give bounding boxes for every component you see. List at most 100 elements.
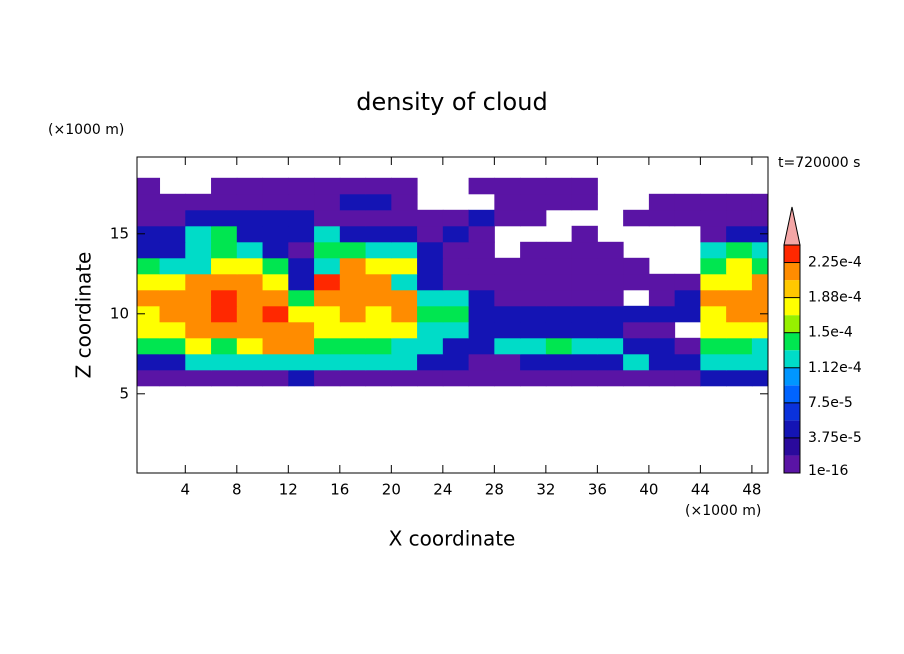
- contour-cell: [545, 337, 573, 355]
- contour-cell: [314, 177, 341, 195]
- colorbar-label: 1.88e-4: [808, 290, 862, 306]
- x-tick-label: 44: [691, 481, 710, 499]
- contour-cell: [726, 241, 753, 259]
- contour-cell: [648, 305, 676, 323]
- contour-cell: [236, 257, 264, 275]
- contour-cell: [623, 369, 650, 387]
- contour-cell: [726, 193, 753, 211]
- contour-cell: [288, 353, 315, 371]
- contour-cell: [545, 369, 573, 387]
- contour-cell: [648, 273, 676, 291]
- contour-cell: [571, 225, 598, 243]
- contour-cell: [391, 369, 418, 387]
- contour-cell: [751, 369, 768, 387]
- contour-cell: [137, 321, 161, 339]
- y-tick-label: 15: [110, 224, 129, 242]
- contour-cell: [597, 305, 624, 323]
- contour-cell: [159, 305, 186, 323]
- contour-cell: [391, 353, 418, 371]
- contour-cell: [494, 273, 521, 291]
- x-tick-label: 20: [382, 481, 401, 499]
- contour-cell: [571, 257, 598, 275]
- contour-cell: [468, 209, 495, 227]
- contour-cell: [262, 353, 289, 371]
- contour-cell: [262, 321, 289, 339]
- contour-cell: [211, 273, 238, 291]
- contour-cell: [137, 353, 161, 371]
- contour-cell: [545, 321, 573, 339]
- contour-cell: [520, 289, 547, 307]
- colorbar-band: [784, 350, 800, 368]
- contour-cell: [262, 369, 289, 387]
- contour-cell: [597, 337, 624, 355]
- contour-cell: [339, 241, 367, 259]
- contour-cell: [571, 289, 598, 307]
- contour-cell: [417, 321, 444, 339]
- contour-cell: [442, 369, 470, 387]
- contour-cell: [288, 369, 315, 387]
- contour-cell: [391, 273, 418, 291]
- contour-cell: [314, 305, 341, 323]
- contour-cell: [365, 289, 392, 307]
- x-tick-label: 32: [536, 481, 555, 499]
- contour-cell: [468, 369, 495, 387]
- contour-cell: [700, 321, 727, 339]
- contour-cell: [137, 225, 161, 243]
- contour-cell: [137, 289, 161, 307]
- contour-cell: [236, 369, 264, 387]
- contour-cell: [211, 177, 238, 195]
- contour-cell: [391, 225, 418, 243]
- contour-cell: [726, 353, 753, 371]
- contour-cell: [314, 209, 341, 227]
- contour-cell: [468, 337, 495, 355]
- contour-cell: [520, 337, 547, 355]
- contour-cell: [185, 241, 212, 259]
- contour-cell: [262, 257, 289, 275]
- colorbar-label: 3.75e-5: [808, 430, 862, 446]
- contour-cell: [211, 369, 238, 387]
- contour-cell: [137, 273, 161, 291]
- contour-cell: [674, 273, 701, 291]
- contour-cell: [442, 257, 470, 275]
- contour-cell: [211, 321, 238, 339]
- y-axis-label: Z coordinate: [72, 252, 96, 379]
- contour-cell: [571, 273, 598, 291]
- x-axis-label: X coordinate: [389, 527, 516, 551]
- colorbar-band: [784, 245, 800, 263]
- contour-cell: [339, 225, 367, 243]
- contour-cell: [391, 257, 418, 275]
- contour-cell: [700, 369, 727, 387]
- contour-cell: [314, 321, 341, 339]
- contour-cell: [674, 337, 701, 355]
- contour-cell: [262, 273, 289, 291]
- contour-cell: [314, 193, 341, 211]
- x-tick-label: 48: [742, 481, 761, 499]
- contour-cell: [417, 305, 444, 323]
- contour-cell: [520, 305, 547, 323]
- contour-cell: [391, 241, 418, 259]
- contour-cell: [648, 289, 676, 307]
- contour-cell: [314, 225, 341, 243]
- colorbar-band: [784, 315, 800, 333]
- contour-cell: [442, 337, 470, 355]
- contour-cell: [262, 225, 289, 243]
- contour-cell: [648, 321, 676, 339]
- contour-cell: [700, 241, 727, 259]
- contour-cell: [211, 353, 238, 371]
- contour-cell: [159, 289, 186, 307]
- contour-cell: [211, 257, 238, 275]
- y-tick-label: 10: [110, 304, 129, 322]
- colorbar-band: [784, 385, 800, 403]
- contour-cell: [648, 369, 676, 387]
- contour-cell: [211, 289, 238, 307]
- contour-cell: [442, 209, 470, 227]
- contour-cell: [442, 289, 470, 307]
- colorbar-label: 2.25e-4: [808, 255, 862, 271]
- contour-cell: [236, 193, 264, 211]
- contour-cell: [623, 353, 650, 371]
- contour-cell: [262, 193, 289, 211]
- contour-cell: [417, 241, 444, 259]
- contour-cell: [339, 369, 367, 387]
- contour-cell: [288, 241, 315, 259]
- contour-cell: [545, 177, 573, 195]
